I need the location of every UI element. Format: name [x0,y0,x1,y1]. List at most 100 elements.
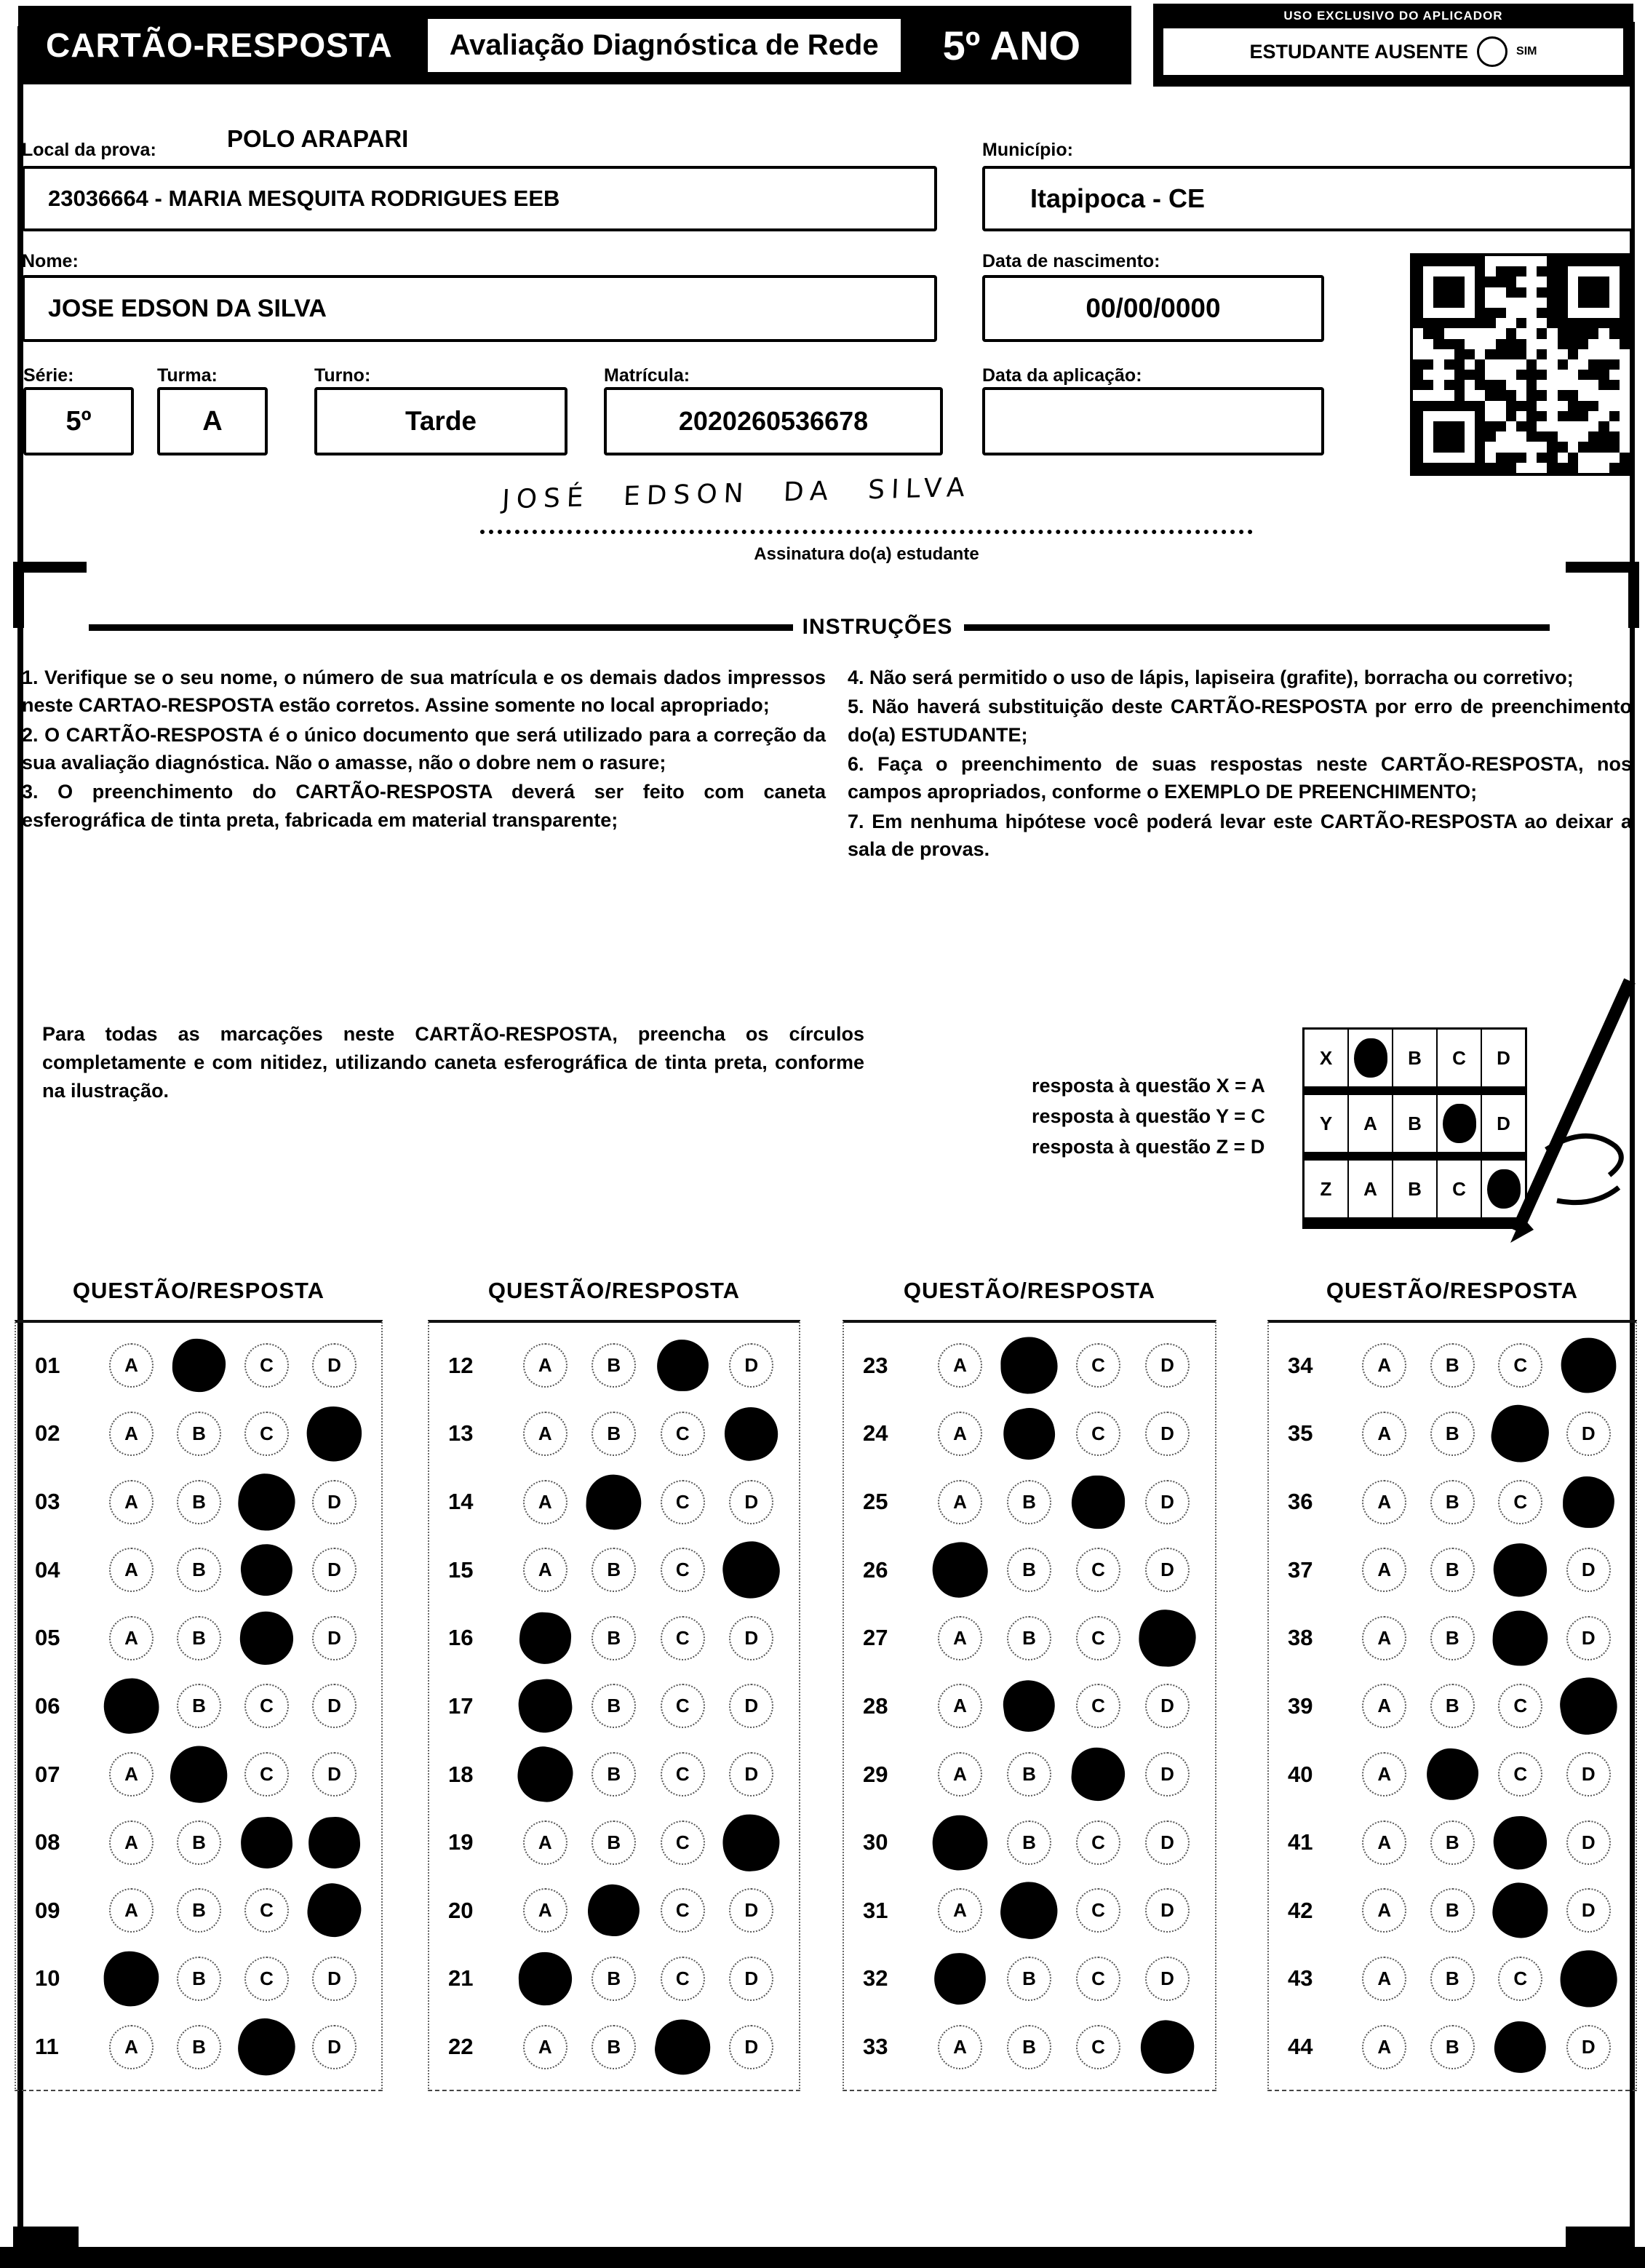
bubble-q28-d[interactable]: D [1145,1684,1190,1729]
bubble-q20-d[interactable]: D [729,1888,774,1933]
bubble-q31-c[interactable]: C [1076,1888,1120,1933]
bubble-q05-a[interactable]: A [109,1615,154,1660]
bubble-q30-d[interactable]: D [1145,1820,1190,1865]
bubble-q17-b[interactable]: B [592,1684,637,1729]
bubble-q23-b[interactable] [1000,1337,1059,1395]
bubble-q15-a[interactable]: A [522,1548,567,1593]
bubble-q24-d[interactable]: D [1145,1411,1190,1456]
bubble-q41-d[interactable]: D [1566,1820,1611,1865]
bubble-q25-a[interactable]: A [938,1479,982,1524]
bubble-q24-c[interactable]: C [1076,1411,1120,1456]
bubble-q31-a[interactable]: A [938,1888,982,1933]
bubble-q13-d[interactable] [720,1402,783,1465]
bubble-q22-c[interactable] [650,2015,715,2079]
bubble-q42-d[interactable]: D [1566,1888,1611,1933]
bubble-q39-c[interactable]: C [1498,1684,1543,1729]
bubble-q05-c[interactable] [237,1609,296,1667]
bubble-q38-d[interactable]: D [1566,1615,1611,1660]
bubble-q10-b[interactable]: B [177,1956,221,2001]
bubble-q35-b[interactable]: B [1430,1411,1475,1456]
bubble-q39-a[interactable]: A [1362,1684,1407,1729]
bubble-q11-c[interactable] [233,2013,300,2080]
bubble-q36-d[interactable] [1562,1476,1614,1528]
bubble-q04-c[interactable] [237,1540,296,1599]
bubble-q13-c[interactable]: C [660,1411,705,1456]
bubble-q33-d[interactable] [1136,2016,1198,2077]
bubble-q14-c[interactable]: C [660,1479,705,1524]
bubble-q38-b[interactable]: B [1430,1615,1475,1660]
bubble-q26-c[interactable]: C [1076,1548,1120,1593]
bubble-q03-a[interactable]: A [109,1479,154,1524]
bubble-q12-a[interactable]: A [522,1343,567,1388]
bubble-q44-a[interactable]: A [1362,2024,1407,2069]
bubble-q02-d[interactable] [302,1401,367,1466]
bubble-q15-c[interactable]: C [660,1548,705,1593]
bubble-q42-c[interactable] [1490,1880,1551,1941]
bubble-q37-c[interactable] [1489,1538,1552,1601]
bubble-q37-a[interactable]: A [1362,1548,1407,1593]
bubble-q10-d[interactable]: D [312,1956,357,2001]
bubble-q25-c[interactable] [1071,1474,1126,1529]
bubble-q43-c[interactable]: C [1498,1956,1543,2001]
bubble-q17-d[interactable]: D [729,1684,774,1729]
bubble-q14-a[interactable]: A [522,1479,567,1524]
bubble-q31-b[interactable] [997,1879,1062,1943]
bubble-q32-b[interactable]: B [1007,1956,1051,2001]
bubble-q13-b[interactable]: B [592,1411,637,1456]
bubble-q30-a[interactable] [929,1812,991,1873]
bubble-q40-b[interactable] [1425,1746,1481,1802]
bubble-q09-c[interactable]: C [244,1888,289,1933]
bubble-q01-d[interactable]: D [312,1343,357,1388]
bubble-q28-a[interactable]: A [938,1684,982,1729]
bubble-q17-a[interactable] [515,1676,575,1736]
bubble-q19-d[interactable] [720,1811,783,1874]
bubble-q10-a[interactable] [103,1950,160,2008]
bubble-q40-d[interactable]: D [1566,1752,1611,1797]
bubble-q16-b[interactable]: B [592,1615,637,1660]
bubble-q07-c[interactable]: C [244,1752,289,1797]
bubble-q23-d[interactable]: D [1145,1343,1190,1388]
bubble-q13-a[interactable]: A [522,1411,567,1456]
bubble-q34-d[interactable] [1560,1337,1617,1394]
absent-bubble[interactable] [1477,36,1508,67]
bubble-q12-d[interactable]: D [729,1343,774,1388]
bubble-q09-a[interactable]: A [109,1888,154,1933]
bubble-q09-d[interactable] [303,1879,365,1941]
bubble-q23-a[interactable]: A [938,1343,982,1388]
bubble-q33-a[interactable]: A [938,2024,982,2069]
bubble-q41-c[interactable] [1490,1813,1550,1872]
bubble-q22-d[interactable]: D [729,2024,774,2069]
bubble-q12-c[interactable] [656,1340,709,1392]
bubble-q06-a[interactable] [100,1676,162,1737]
bubble-q42-b[interactable]: B [1430,1888,1475,1933]
bubble-q07-a[interactable]: A [109,1752,154,1797]
bubble-q33-b[interactable]: B [1007,2024,1051,2069]
bubble-q03-c[interactable] [236,1472,297,1532]
bubble-q41-a[interactable]: A [1362,1820,1407,1865]
bubble-q02-c[interactable]: C [244,1411,289,1456]
bubble-q40-c[interactable]: C [1498,1752,1543,1797]
bubble-q07-d[interactable]: D [312,1752,357,1797]
bubble-q16-a[interactable] [517,1610,573,1666]
bubble-q37-b[interactable]: B [1430,1548,1475,1593]
bubble-q08-b[interactable]: B [177,1820,221,1865]
bubble-q36-c[interactable]: C [1498,1479,1543,1524]
bubble-q44-d[interactable]: D [1566,2024,1611,2069]
bubble-q11-d[interactable]: D [312,2024,357,2069]
bubble-q18-a[interactable] [514,1743,575,1805]
bubble-q18-b[interactable]: B [592,1752,637,1797]
bubble-q18-c[interactable]: C [660,1752,705,1797]
bubble-q08-d[interactable] [306,1815,362,1870]
bubble-q04-a[interactable]: A [109,1548,154,1593]
bubble-q34-c[interactable]: C [1498,1343,1543,1388]
bubble-q29-d[interactable]: D [1145,1752,1190,1797]
bubble-q11-a[interactable]: A [109,2024,154,2069]
bubble-q25-b[interactable]: B [1007,1479,1051,1524]
bubble-q26-a[interactable] [928,1537,992,1602]
bubble-q02-a[interactable]: A [109,1411,154,1456]
bubble-q26-b[interactable]: B [1007,1548,1051,1593]
bubble-q02-b[interactable]: B [177,1411,221,1456]
bubble-q27-a[interactable]: A [938,1615,982,1660]
bubble-q04-b[interactable]: B [177,1548,221,1593]
bubble-q10-c[interactable]: C [244,1956,289,2001]
